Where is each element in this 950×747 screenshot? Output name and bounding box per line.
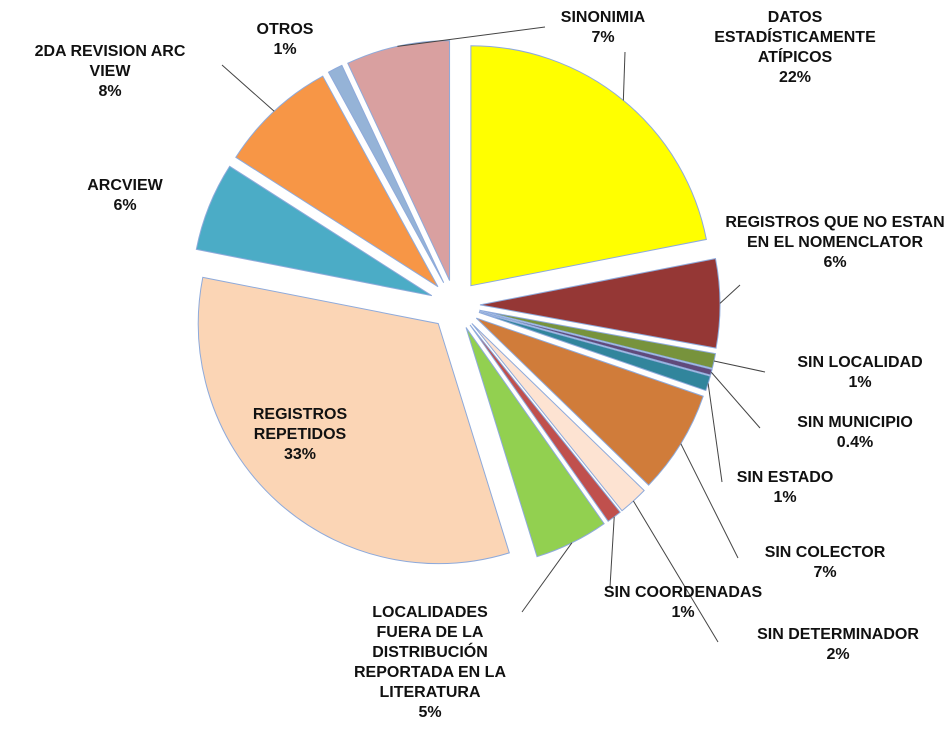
leader-line xyxy=(622,51,626,101)
category-name: LOCALIDADES FUERA DE LA DISTRIBUCIÓN REP… xyxy=(354,604,506,701)
pie-slice xyxy=(471,323,645,512)
value-label: 7% xyxy=(813,564,837,581)
category-name: REGISTROS REPETIDOS xyxy=(252,406,348,443)
slice-label: SIN COORDENADAS 1% xyxy=(568,583,798,623)
leader-line xyxy=(609,516,615,588)
leader-line xyxy=(221,64,275,112)
category-name: DATOS ESTADÍSTICAMENTE ATÍPICOS xyxy=(714,9,876,66)
category-name: 2DA REVISION ARC VIEW xyxy=(34,43,186,80)
leader-line xyxy=(707,383,723,483)
pie-slice xyxy=(197,276,510,565)
slice-label: LOCALIDADES FUERA DE LA DISTRIBUCIÓN REP… xyxy=(343,603,518,723)
pie-slice xyxy=(327,64,445,283)
value-label: 1% xyxy=(671,604,695,621)
category-name: SINONIMIA xyxy=(560,9,646,26)
leader-line xyxy=(680,443,739,559)
value-label: 7% xyxy=(591,29,615,46)
value-label: 6% xyxy=(823,254,847,271)
slice-label: 2DA REVISION ARC VIEW 8% xyxy=(20,42,200,102)
value-label: 33% xyxy=(283,446,317,463)
slice-label: SIN ESTADO 1% xyxy=(710,468,860,508)
leader-line xyxy=(632,500,719,643)
category-name: REGISTROS QUE NO ESTAN EN EL NOMENCLATOR xyxy=(725,214,945,251)
category-name: SIN DETERMINADOR xyxy=(757,626,919,643)
value-label: 1% xyxy=(773,489,797,506)
value-label: 5% xyxy=(418,704,442,721)
leader-line xyxy=(713,360,766,373)
value-label: 0.4% xyxy=(836,434,874,451)
value-label: 8% xyxy=(98,83,122,100)
slice-label: ARCVIEW 6% xyxy=(65,176,185,216)
slice-label: DATOS ESTADÍSTICAMENTE ATÍPICOS 22% xyxy=(695,8,895,88)
value-label: 1% xyxy=(273,41,297,58)
leader-line xyxy=(521,542,573,613)
category-name: ARCVIEW xyxy=(87,177,163,194)
category-name: SIN COLECTOR xyxy=(764,544,886,561)
slice-label: SIN DETERMINADOR 2% xyxy=(738,625,938,665)
pie-slice xyxy=(478,311,711,392)
pie-slice xyxy=(195,165,433,297)
pie-slice xyxy=(475,317,704,486)
value-label: 2% xyxy=(826,646,850,663)
leader-line xyxy=(710,371,761,429)
value-label: 22% xyxy=(778,69,812,86)
pie-slice xyxy=(465,327,605,558)
category-name: SIN ESTADO xyxy=(736,469,834,486)
slice-label: OTROS 1% xyxy=(245,20,325,60)
pie-slice xyxy=(470,45,707,287)
slice-label: SIN LOCALIDAD 1% xyxy=(770,353,950,393)
value-label: 6% xyxy=(113,197,137,214)
category-name: SIN MUNICIPIO xyxy=(797,414,913,431)
slice-label: SIN COLECTOR 7% xyxy=(735,543,915,583)
slice-label: REGISTROS QUE NO ESTAN EN EL NOMENCLATOR… xyxy=(725,213,945,273)
value-label: 1% xyxy=(848,374,872,391)
pie-slice xyxy=(479,257,721,349)
slice-label: SIN MUNICIPIO 0.4% xyxy=(775,413,935,453)
category-name: SIN LOCALIDAD xyxy=(797,354,923,371)
leader-line xyxy=(719,284,741,304)
category-name: OTROS xyxy=(256,21,314,38)
category-name: SIN COORDENADAS xyxy=(603,584,763,601)
leader-line xyxy=(397,26,546,47)
slice-label: SINONIMIA 7% xyxy=(538,8,668,48)
slice-label: REGISTROS REPETIDOS 33% xyxy=(225,405,375,465)
